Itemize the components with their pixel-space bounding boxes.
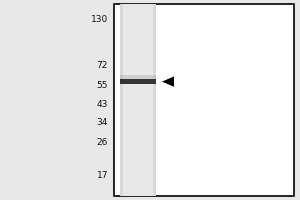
Text: 17: 17 — [97, 171, 108, 180]
Polygon shape — [162, 76, 174, 87]
Text: 34: 34 — [97, 118, 108, 127]
Text: 55: 55 — [97, 81, 108, 90]
Bar — [120, 75, 156, 79]
Text: 43: 43 — [97, 100, 108, 109]
Text: 26: 26 — [97, 138, 108, 147]
Text: 130: 130 — [91, 15, 108, 24]
Bar — [123, 4, 153, 196]
Bar — [120, 4, 156, 196]
Bar — [114, 4, 294, 196]
Bar — [120, 79, 156, 84]
Text: 72: 72 — [97, 61, 108, 70]
